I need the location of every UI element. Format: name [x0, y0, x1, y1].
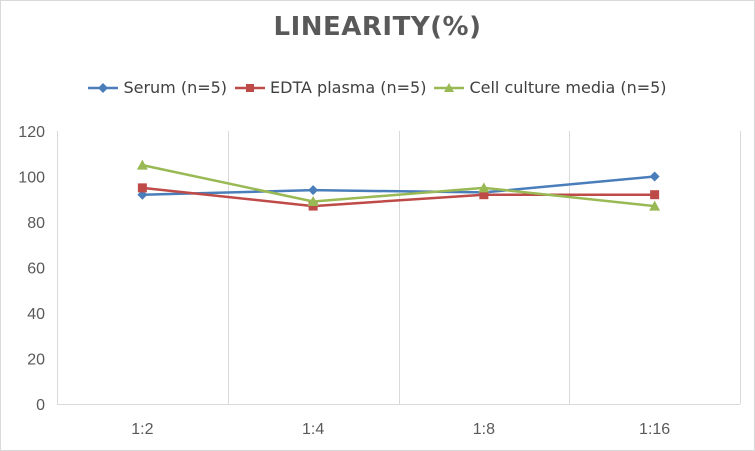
x-tick-label: 1:4: [302, 421, 324, 438]
data-point-edta-plasma: [137, 183, 147, 193]
series-line-cell-culture-media: [142, 163, 655, 208]
y-tick-label: 0: [36, 397, 45, 414]
series-line-serum: [142, 175, 655, 196]
data-point-cell-culture-media: [478, 182, 490, 193]
legend-swatch-serum: [88, 82, 119, 93]
x-tick-label: 1:16: [639, 421, 670, 438]
y-tick-label: 40: [27, 306, 45, 323]
legend-swatch-cell-culture-media: [434, 82, 465, 92]
y-tick-label: 100: [18, 170, 45, 187]
legend-item-cell-culture-media: Cell culture media (n=5): [434, 78, 667, 97]
y-tick-label: 20: [27, 352, 45, 369]
x-tick-label: 1:8: [473, 421, 495, 438]
data-point-serum: [308, 185, 319, 196]
data-point-edta-plasma: [650, 190, 660, 200]
legend-label-serum: Serum (n=5): [123, 78, 228, 97]
data-point-serum: [649, 171, 660, 182]
data-point-cell-culture-media: [649, 200, 661, 211]
chart-title: LINEARITY(%): [273, 12, 482, 42]
y-tick-label: 120: [18, 124, 45, 141]
chart-legend: Serum (n=5) EDTA plasma (n=5) Cell cultu…: [0, 78, 755, 97]
series-line-edta-plasma: [142, 186, 655, 208]
legend-item-edta-plasma: EDTA plasma (n=5): [235, 78, 426, 97]
data-point-edta-plasma: [479, 190, 489, 200]
legend-item-serum: Serum (n=5): [88, 78, 227, 97]
data-point-cell-culture-media: [136, 159, 148, 170]
data-point-cell-culture-media: [307, 196, 319, 207]
data-point-edta-plasma: [308, 201, 318, 211]
x-tick-label: 1:2: [131, 421, 153, 438]
y-tick-label: 80: [27, 215, 45, 232]
legend-swatch-edta-plasma: [235, 83, 266, 92]
legend-label-edta-plasma: EDTA plasma (n=5): [270, 78, 427, 97]
legend-label-cell-culture-media: Cell culture media (n=5): [469, 78, 667, 97]
y-tick-label: 60: [27, 261, 45, 278]
